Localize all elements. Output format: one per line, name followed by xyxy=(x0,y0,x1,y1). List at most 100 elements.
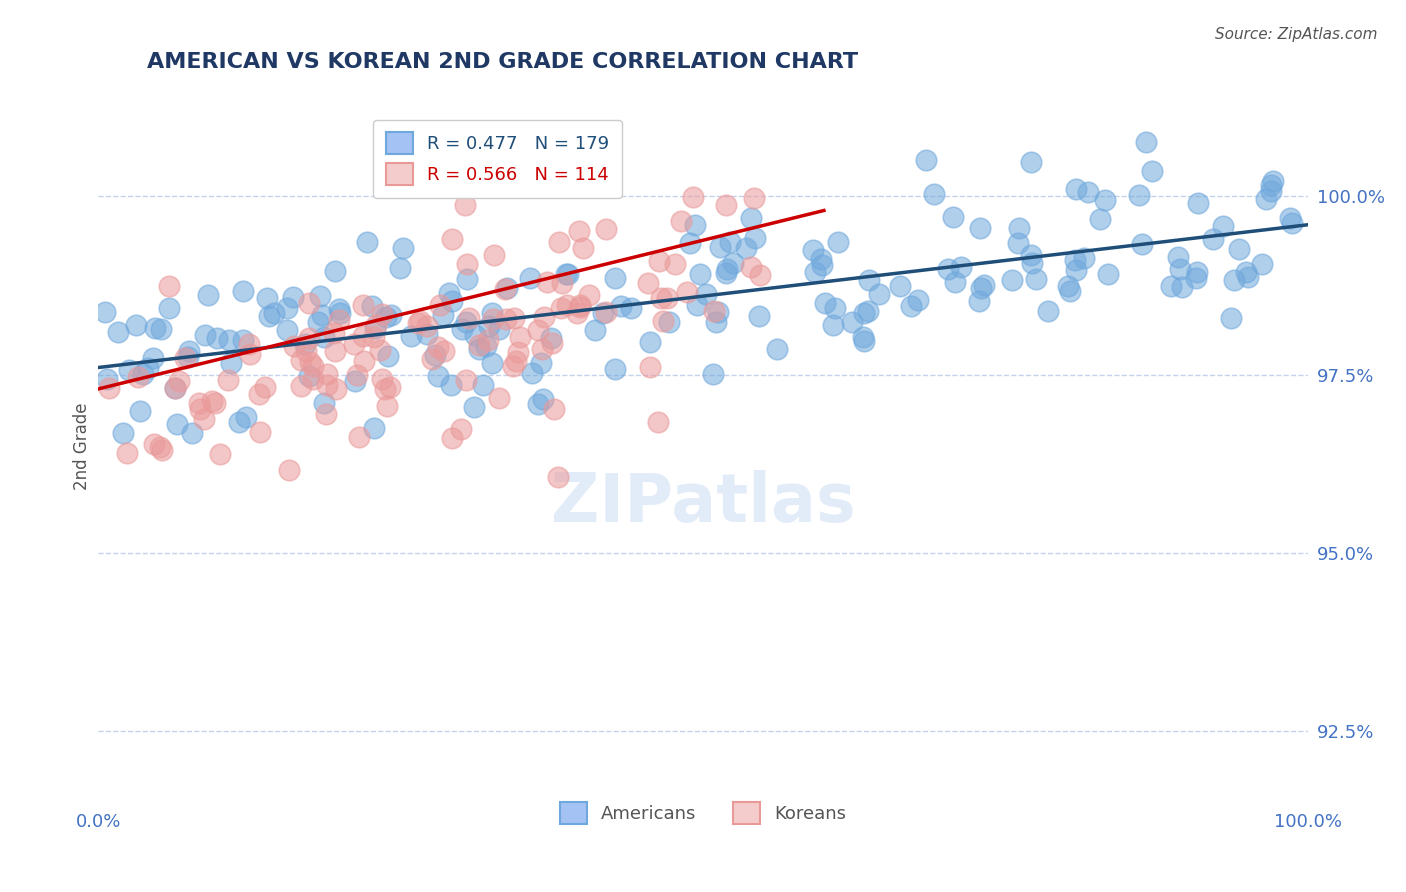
Point xyxy=(1019,155,1042,169)
Y-axis label: 2nd Grade: 2nd Grade xyxy=(73,402,91,490)
Point xyxy=(1170,261,1192,276)
Point xyxy=(509,330,531,344)
Point xyxy=(655,291,678,305)
Point xyxy=(253,379,276,393)
Point xyxy=(1260,178,1282,193)
Point xyxy=(595,305,617,319)
Point xyxy=(748,309,770,323)
Point xyxy=(180,425,202,440)
Point xyxy=(488,391,510,405)
Point xyxy=(427,368,450,383)
Point xyxy=(664,256,686,270)
Point xyxy=(592,305,614,319)
Point xyxy=(638,360,661,375)
Point xyxy=(437,285,460,300)
Point xyxy=(543,402,565,417)
Point xyxy=(540,331,562,345)
Point xyxy=(716,261,738,276)
Point xyxy=(232,333,254,347)
Point xyxy=(468,338,491,352)
Point xyxy=(540,336,562,351)
Point xyxy=(1008,221,1031,235)
Text: Source: ZipAtlas.com: Source: ZipAtlas.com xyxy=(1215,27,1378,42)
Point xyxy=(676,285,699,300)
Point xyxy=(1063,253,1085,268)
Point xyxy=(1007,235,1029,250)
Point xyxy=(283,290,305,304)
Point xyxy=(740,260,762,274)
Point xyxy=(853,334,876,348)
Point xyxy=(814,295,837,310)
Point xyxy=(347,430,370,444)
Point xyxy=(377,349,399,363)
Point xyxy=(325,264,347,278)
Point xyxy=(477,333,499,347)
Point xyxy=(679,235,702,250)
Point xyxy=(309,289,332,303)
Point xyxy=(520,366,543,380)
Point xyxy=(363,420,385,434)
Point xyxy=(689,267,711,281)
Point xyxy=(702,367,724,381)
Point xyxy=(356,235,378,250)
Point xyxy=(557,267,579,281)
Point xyxy=(343,336,366,351)
Point xyxy=(132,367,155,381)
Point xyxy=(276,301,298,315)
Point xyxy=(204,396,226,410)
Point xyxy=(1251,257,1274,271)
Point xyxy=(1140,164,1163,178)
Point xyxy=(177,343,200,358)
Point xyxy=(374,310,396,324)
Point xyxy=(744,231,766,245)
Point xyxy=(853,306,876,320)
Point xyxy=(193,412,215,426)
Point xyxy=(801,244,824,258)
Point xyxy=(157,301,180,315)
Point xyxy=(1025,271,1047,285)
Point xyxy=(1281,216,1303,230)
Point xyxy=(682,190,704,204)
Point xyxy=(827,235,849,250)
Point xyxy=(328,313,350,327)
Point xyxy=(1160,279,1182,293)
Point xyxy=(714,266,737,280)
Point xyxy=(572,241,595,255)
Point xyxy=(803,265,825,279)
Point xyxy=(1187,196,1209,211)
Point xyxy=(235,410,257,425)
Point xyxy=(149,441,172,455)
Point xyxy=(454,198,477,212)
Point xyxy=(295,344,318,359)
Point xyxy=(868,287,890,301)
Point xyxy=(569,298,592,312)
Point xyxy=(96,372,118,386)
Point xyxy=(547,469,569,483)
Point xyxy=(969,221,991,235)
Point xyxy=(450,422,472,436)
Point xyxy=(1212,219,1234,233)
Point xyxy=(425,348,447,362)
Point xyxy=(432,308,454,322)
Point xyxy=(98,381,121,395)
Point xyxy=(1128,188,1150,202)
Point xyxy=(283,339,305,353)
Point xyxy=(495,312,517,326)
Point xyxy=(406,316,429,330)
Point xyxy=(721,256,744,270)
Point xyxy=(704,315,727,329)
Point xyxy=(456,373,478,387)
Point xyxy=(238,336,260,351)
Point xyxy=(967,294,990,309)
Point xyxy=(650,291,672,305)
Point xyxy=(647,416,669,430)
Point xyxy=(456,272,478,286)
Point xyxy=(344,375,367,389)
Point xyxy=(401,329,423,343)
Point xyxy=(290,379,312,393)
Point xyxy=(149,322,172,336)
Point xyxy=(824,301,846,316)
Point xyxy=(858,273,880,287)
Point xyxy=(547,235,569,250)
Point xyxy=(1090,212,1112,227)
